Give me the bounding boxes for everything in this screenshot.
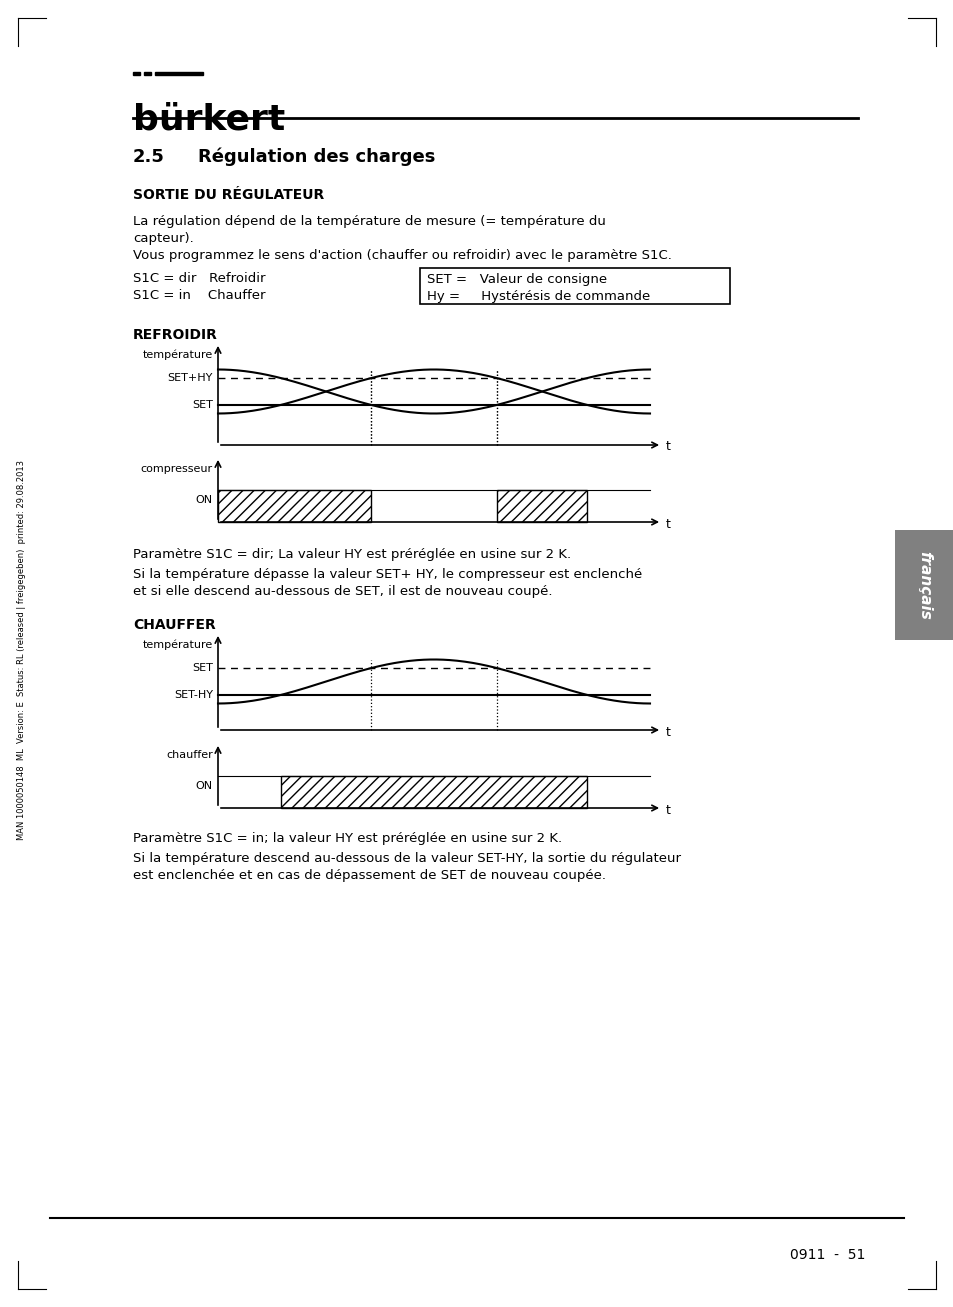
Text: Régulation des charges: Régulation des charges bbox=[198, 148, 435, 166]
Text: Si la température descend au-dessous de la valeur SET-HY, la sortie du régulateu: Si la température descend au-dessous de … bbox=[132, 852, 680, 865]
Text: Si la température dépasse la valeur SET+ HY, le compresseur est enclenché: Si la température dépasse la valeur SET+… bbox=[132, 569, 641, 582]
Text: 0911  -  51: 0911 - 51 bbox=[789, 1248, 864, 1263]
Text: ON: ON bbox=[195, 495, 213, 505]
Text: est enclenchée et en cas de dépassement de SET de nouveau coupée.: est enclenchée et en cas de dépassement … bbox=[132, 869, 605, 882]
Text: 2.5: 2.5 bbox=[132, 148, 165, 166]
Bar bbox=[497, 490, 587, 521]
Text: t: t bbox=[665, 804, 670, 817]
Text: t: t bbox=[665, 518, 670, 531]
Text: français: français bbox=[917, 550, 931, 620]
Text: Paramètre S1C = dir; La valeur HY est préréglée en usine sur 2 K.: Paramètre S1C = dir; La valeur HY est pr… bbox=[132, 548, 571, 561]
Text: REFROIDIR: REFROIDIR bbox=[132, 328, 217, 342]
Text: Hy =     Hystérésis de commande: Hy = Hystérésis de commande bbox=[427, 290, 650, 303]
Text: La régulation dépend de la température de mesure (= température du: La régulation dépend de la température d… bbox=[132, 214, 605, 227]
Text: SET =   Valeur de consigne: SET = Valeur de consigne bbox=[427, 273, 606, 286]
Text: chauffer: chauffer bbox=[166, 750, 213, 759]
Bar bbox=[132, 72, 140, 74]
Text: S1C = dir   Refroidir: S1C = dir Refroidir bbox=[132, 272, 265, 285]
Text: Paramètre S1C = in; la valeur HY est préréglée en usine sur 2 K.: Paramètre S1C = in; la valeur HY est pré… bbox=[132, 833, 561, 846]
Text: SET+HY: SET+HY bbox=[168, 372, 213, 383]
Text: SET: SET bbox=[192, 400, 213, 410]
Text: t: t bbox=[665, 440, 670, 454]
Text: capteur).: capteur). bbox=[132, 233, 193, 244]
Text: Vous programmez le sens d'action (chauffer ou refroidir) avec le paramètre S1C.: Vous programmez le sens d'action (chauff… bbox=[132, 250, 671, 261]
Bar bbox=[144, 72, 151, 74]
Text: ON: ON bbox=[195, 782, 213, 791]
Text: SORTIE DU RÉGULATEUR: SORTIE DU RÉGULATEUR bbox=[132, 188, 324, 203]
Bar bbox=[280, 776, 587, 808]
Bar bbox=[894, 531, 953, 640]
Text: bürkert: bürkert bbox=[132, 102, 285, 136]
Text: SET-HY: SET-HY bbox=[173, 690, 213, 701]
Text: CHAUFFER: CHAUFFER bbox=[132, 618, 215, 633]
Text: S1C = in    Chauffer: S1C = in Chauffer bbox=[132, 289, 265, 302]
Text: compresseur: compresseur bbox=[141, 464, 213, 474]
Text: température: température bbox=[143, 350, 213, 361]
Text: et si elle descend au-dessous de SET, il est de nouveau coupé.: et si elle descend au-dessous de SET, il… bbox=[132, 586, 552, 599]
Bar bbox=[154, 72, 203, 74]
Text: t: t bbox=[665, 725, 670, 738]
Text: température: température bbox=[143, 640, 213, 651]
Bar bbox=[218, 490, 371, 521]
Text: SET: SET bbox=[192, 663, 213, 673]
Text: MAN 1000050148  ML  Version: E  Status: RL (released | freigegeben)  printed: 29: MAN 1000050148 ML Version: E Status: RL … bbox=[17, 460, 27, 840]
Bar bbox=[419, 268, 729, 305]
